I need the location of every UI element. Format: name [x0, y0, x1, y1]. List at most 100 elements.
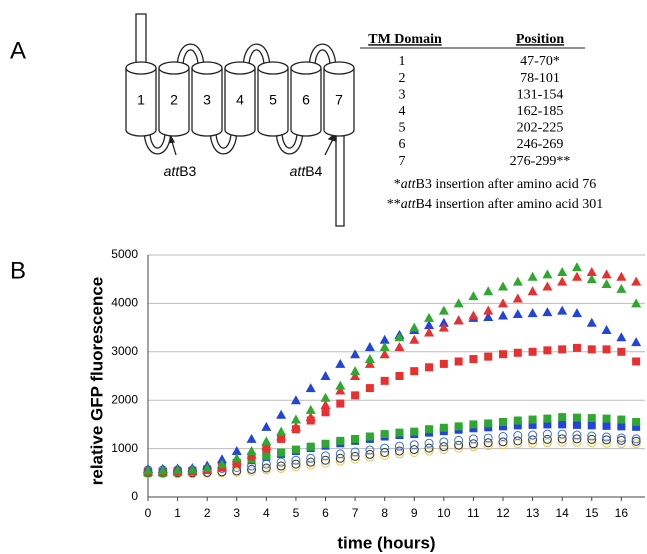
- table-cell: 6: [399, 137, 406, 152]
- point: [438, 317, 449, 327]
- helix-top: [125, 61, 157, 75]
- point: [616, 433, 626, 443]
- point: [572, 420, 581, 429]
- point: [542, 269, 553, 279]
- point: [587, 414, 596, 423]
- table-cell: 78-101: [520, 71, 560, 86]
- point: [350, 451, 360, 461]
- point: [469, 420, 478, 429]
- point: [543, 420, 552, 429]
- table-cell: 47-70*: [520, 54, 560, 69]
- y-tick-label: 2000: [111, 392, 138, 406]
- point: [572, 434, 582, 444]
- table-header: Position: [516, 32, 564, 47]
- point: [558, 413, 567, 422]
- helix: [125, 67, 157, 137]
- point: [231, 446, 242, 456]
- loop: [309, 45, 336, 69]
- table-cell: 246-269: [517, 137, 564, 152]
- helix: [191, 67, 223, 137]
- point: [616, 435, 626, 445]
- point: [305, 404, 316, 414]
- point: [512, 309, 523, 319]
- point: [586, 266, 597, 276]
- point: [306, 453, 316, 463]
- x-tick-label: 13: [526, 506, 540, 520]
- note-part: att: [401, 197, 417, 212]
- helix-label: 4: [236, 92, 244, 108]
- point: [587, 431, 597, 441]
- point: [453, 315, 464, 325]
- point: [558, 420, 567, 429]
- point: [335, 385, 346, 395]
- point: [395, 372, 404, 380]
- point: [498, 432, 508, 441]
- point: [557, 305, 568, 315]
- point: [276, 426, 287, 436]
- point: [617, 422, 626, 431]
- y-tick-label: 0: [131, 489, 138, 503]
- point: [484, 352, 493, 361]
- point: [351, 434, 360, 443]
- point: [380, 450, 390, 460]
- point: [602, 435, 612, 445]
- point: [291, 445, 300, 454]
- point: [335, 456, 345, 466]
- point: [631, 276, 642, 286]
- point: [498, 437, 508, 447]
- helix: [224, 67, 256, 137]
- point: [350, 447, 360, 457]
- helix: [158, 67, 190, 137]
- table-cell: 3: [399, 87, 406, 102]
- point: [498, 281, 508, 291]
- point: [380, 443, 390, 453]
- x-tick-label: 11: [467, 506, 480, 520]
- point: [572, 437, 582, 447]
- point: [542, 438, 552, 448]
- note-part: B3 insertion after amino acid 76: [415, 177, 596, 192]
- point: [261, 463, 271, 473]
- point: [513, 436, 523, 446]
- point: [469, 355, 478, 364]
- point: [365, 449, 375, 459]
- point: [394, 441, 404, 451]
- point: [616, 271, 627, 281]
- y-tick-label: 1000: [111, 441, 138, 455]
- helix: [290, 67, 322, 137]
- point: [439, 437, 449, 447]
- x-tick-label: 2: [204, 506, 211, 520]
- point: [291, 455, 301, 465]
- point: [321, 439, 330, 448]
- point: [616, 439, 626, 449]
- point: [499, 417, 507, 426]
- point: [321, 455, 330, 465]
- point: [172, 464, 183, 474]
- helix-top: [323, 61, 355, 75]
- point: [290, 421, 301, 431]
- x-tick-label: 6: [322, 506, 329, 520]
- loop: [177, 45, 204, 69]
- tm-table: TM Domain Position 1 47-70* 2 78-101 3 131-15…: [360, 32, 603, 212]
- point: [291, 459, 301, 469]
- point: [527, 286, 538, 296]
- point: [454, 357, 463, 366]
- point: [632, 417, 641, 426]
- helix-top: [158, 61, 190, 75]
- panel-letter: A: [10, 37, 26, 64]
- point: [616, 283, 627, 293]
- point: [409, 445, 419, 455]
- point: [364, 354, 375, 364]
- point: [499, 422, 507, 431]
- point: [365, 452, 375, 462]
- point: [468, 439, 478, 449]
- point: [216, 454, 227, 464]
- point: [557, 276, 568, 286]
- point: [379, 334, 390, 344]
- x-tick-label: 4: [263, 506, 270, 520]
- point: [468, 310, 479, 320]
- point: [320, 392, 331, 402]
- point: [335, 449, 345, 459]
- point: [454, 435, 464, 445]
- point: [409, 334, 420, 344]
